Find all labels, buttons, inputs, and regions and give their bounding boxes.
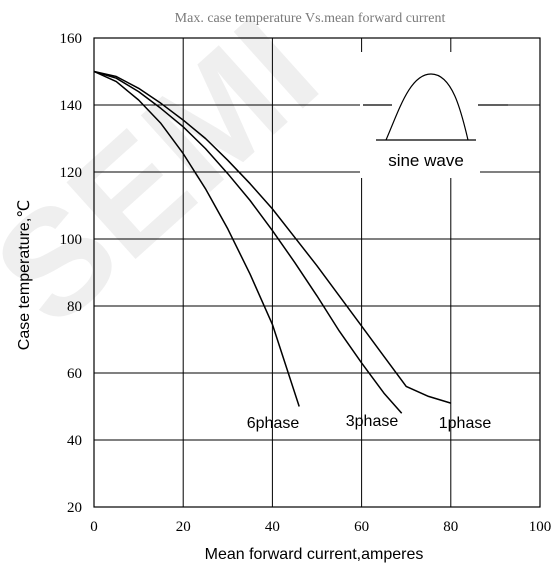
series-line-1phase: [93, 70, 452, 404]
x-tick-label: 80: [443, 519, 458, 535]
tick-labels: 0 20 40 60 80 100 20 40 60 80 100 120 140 160: [60, 31, 552, 535]
watermark-text: SEMI: [0, 0, 348, 356]
x-tick-label: 60: [354, 519, 369, 535]
series-layer: 1phase 3phase 6phase: [93, 70, 492, 432]
series-label-1phase: 1phase: [439, 415, 492, 432]
y-tick-label: 120: [60, 165, 83, 181]
series-line-6phase: [93, 70, 300, 407]
y-tick-label: 160: [60, 31, 83, 47]
y-tick-label: 20: [67, 500, 82, 516]
y-tick-label: 80: [67, 299, 82, 315]
sine-wave-inset: sine wave: [360, 52, 508, 178]
x-tick-label: 20: [176, 519, 191, 535]
x-tick-label: 0: [90, 519, 98, 535]
x-tick-label: 100: [529, 519, 552, 535]
y-tick-label: 60: [67, 366, 82, 382]
series-label-6phase: 6phase: [247, 415, 300, 432]
x-axis-label: Mean forward current,amperes: [205, 546, 424, 563]
plot-frame: [93, 37, 541, 508]
inset-label: sine wave: [388, 151, 464, 170]
y-tick-label: 40: [67, 433, 82, 449]
x-tick-label: 40: [265, 519, 280, 535]
y-axis-label: Case temperature,℃: [16, 200, 33, 351]
series-line-3phase: [93, 70, 403, 414]
chart-title: Max. case temperature Vs.mean forward cu…: [175, 11, 446, 26]
inset-sine-curve: [385, 73, 469, 141]
series-label-3phase: 3phase: [346, 413, 399, 430]
y-tick-label: 140: [60, 98, 83, 114]
inset-background: [360, 52, 480, 178]
y-tick-label: 100: [60, 232, 83, 248]
watermark: SEMI: [0, 0, 348, 356]
